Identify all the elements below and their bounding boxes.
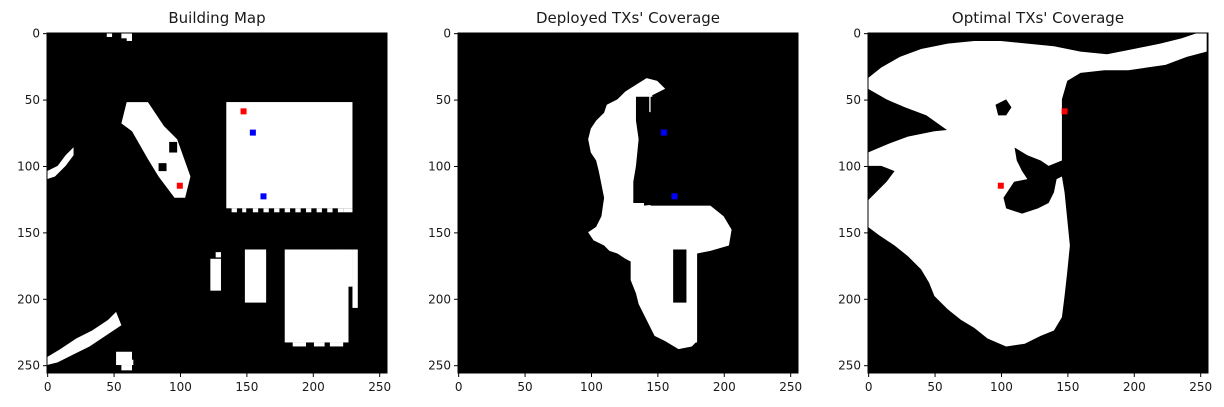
white-region [231,208,237,213]
tx-marker [660,129,667,136]
white-region [242,208,247,213]
tx-marker [240,108,247,115]
tx-marker [176,182,183,189]
y-tick-label: 0 [443,27,451,41]
x-tick-label: 150 [646,380,669,394]
white-region [263,208,269,213]
tx-marker [249,129,256,136]
dark-region [673,249,687,303]
y-tick-label: 50 [25,93,40,107]
dark-region [995,99,1012,116]
white-region [868,128,1070,347]
dark-region [158,163,167,172]
x-tick-label: 150 [235,380,258,394]
y-tick-label: 200 [17,292,40,306]
x-tick-label: 50 [106,380,121,394]
x-tick-label: 50 [517,380,532,394]
y-tick-label: 100 [428,159,451,173]
white-region [128,359,134,366]
white-region [106,33,113,37]
white-region [226,102,353,209]
dark-region [635,96,650,121]
white-region [337,208,344,213]
x-tick-label: 100 [169,380,192,394]
white-region [252,208,259,213]
y-tick-label: 250 [838,359,861,373]
y-tick-label: 50 [846,93,861,107]
x-tick-label: 200 [302,380,325,394]
y-tick-label: 150 [428,226,451,240]
white-region [121,365,132,371]
map-image [47,33,387,373]
y-tick-label: 250 [428,359,451,373]
white-region [316,208,322,213]
white-region [126,36,132,41]
x-tick-label: 100 [990,380,1013,394]
panel-optimal: Optimal TXs' Coverage 0 50 100 150 200 250 0 50 1… [838,9,1212,394]
tx-marker [997,182,1004,189]
x-tick-label: 100 [580,380,603,394]
white-region [352,249,358,308]
white-region [620,203,644,241]
white-region [244,249,267,303]
dark-region [650,96,713,206]
white-region [295,208,301,213]
white-region [305,208,312,213]
y-tick-label: 50 [436,93,451,107]
panel-building: Building Map 0 50 100 150 200 250 0 50 100 150 200 2… [17,9,391,394]
y-tick-label: 0 [853,27,861,41]
x-tick-label: 200 [1123,380,1146,394]
panel-deployed: Deployed TXs' Coverage 0 50 100 150 200 250 0 50… [428,9,802,394]
y-tick-label: 150 [17,226,40,240]
white-region [343,208,353,213]
y-tick-label: 0 [32,27,40,41]
white-region [655,249,678,303]
panel-title: Building Map [168,9,265,27]
y-tick-label: 100 [838,159,861,173]
white-region [215,252,221,258]
map-image [458,33,798,373]
y-tick-label: 150 [838,226,861,240]
white-region [121,33,132,39]
white-region [284,208,291,213]
panel-title: Optimal TXs' Coverage [952,9,1124,27]
white-region [329,342,344,347]
x-tick-label: 50 [927,380,942,394]
white-region [686,249,698,343]
y-tick-label: 250 [17,359,40,373]
map-image [868,33,1208,373]
white-region [121,102,191,198]
axes-frame [46,32,388,374]
tx-marker [671,193,678,200]
white-region [47,147,74,180]
white-region [284,249,349,343]
panel-title: Deployed TXs' Coverage [536,9,720,27]
tx-marker [1061,108,1068,115]
x-tick-label: 0 [44,380,52,394]
tx-marker [260,193,267,200]
white-region [313,342,325,347]
x-tick-label: 150 [1056,380,1079,394]
x-tick-label: 0 [455,380,463,394]
white-region [327,208,333,213]
y-tick-label: 200 [838,292,861,306]
white-region [210,258,221,291]
x-tick-label: 250 [1189,380,1212,394]
axes-frame [457,32,799,374]
dark-region [169,141,178,153]
x-tick-label: 200 [713,380,736,394]
white-region [47,311,122,366]
axes-frame [867,32,1209,374]
x-tick-label: 0 [865,380,873,394]
x-tick-label: 250 [368,380,391,394]
white-region [292,342,306,347]
x-tick-label: 250 [779,380,802,394]
y-tick-label: 200 [428,292,451,306]
y-tick-label: 100 [17,159,40,173]
white-region [274,208,280,213]
